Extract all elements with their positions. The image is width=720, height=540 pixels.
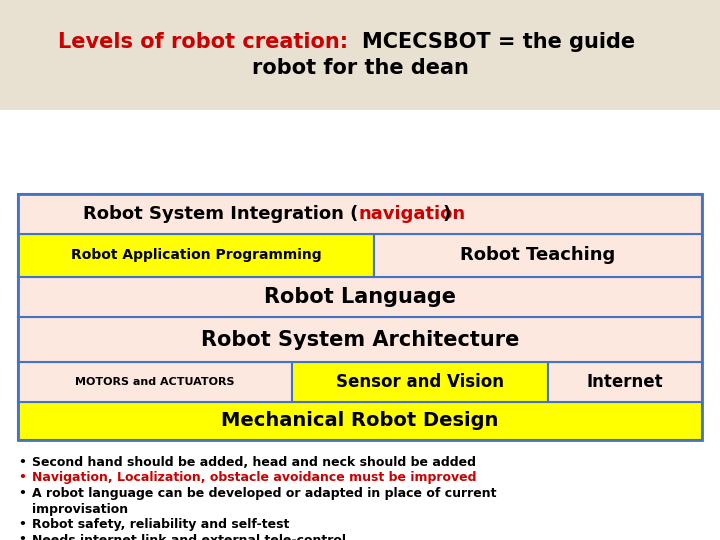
Text: Second hand should be added, head and neck should be added: Second hand should be added, head and ne… xyxy=(32,456,476,469)
FancyBboxPatch shape xyxy=(548,362,702,402)
Text: ): ) xyxy=(443,205,451,223)
Text: Robot Language: Robot Language xyxy=(264,287,456,307)
Text: navigation: navigation xyxy=(358,205,465,223)
Text: Needs internet link and external tele-control: Needs internet link and external tele-co… xyxy=(32,534,346,540)
Text: Robot System Integration (: Robot System Integration ( xyxy=(83,205,358,223)
Text: •: • xyxy=(18,534,26,540)
Text: •: • xyxy=(18,487,26,500)
Text: Robot System Architecture: Robot System Architecture xyxy=(201,329,519,349)
Text: Levels of robot creation:: Levels of robot creation: xyxy=(58,32,355,52)
FancyBboxPatch shape xyxy=(374,234,702,277)
Text: Navigation, Localization, obstacle avoidance must be improved: Navigation, Localization, obstacle avoid… xyxy=(32,471,477,484)
FancyBboxPatch shape xyxy=(18,234,374,277)
Text: •: • xyxy=(18,456,26,469)
FancyBboxPatch shape xyxy=(18,277,702,317)
FancyBboxPatch shape xyxy=(18,317,702,362)
Text: Internet: Internet xyxy=(587,373,663,391)
Text: MCECSBOT = the guide: MCECSBOT = the guide xyxy=(362,32,635,52)
Text: A robot language can be developed or adapted in place of current: A robot language can be developed or ada… xyxy=(32,487,497,500)
Text: Robot Application Programming: Robot Application Programming xyxy=(71,248,321,262)
FancyBboxPatch shape xyxy=(18,402,702,440)
Text: Sensor and Vision: Sensor and Vision xyxy=(336,373,504,391)
FancyBboxPatch shape xyxy=(18,194,702,234)
Text: Robot Teaching: Robot Teaching xyxy=(460,246,616,265)
FancyBboxPatch shape xyxy=(0,0,720,110)
FancyBboxPatch shape xyxy=(18,362,292,402)
Text: improvisation: improvisation xyxy=(32,503,128,516)
Text: Robot safety, reliability and self-test: Robot safety, reliability and self-test xyxy=(32,518,289,531)
Text: •: • xyxy=(18,518,26,531)
Text: MOTORS and ACTUATORS: MOTORS and ACTUATORS xyxy=(75,377,235,387)
Text: Mechanical Robot Design: Mechanical Robot Design xyxy=(221,411,499,430)
Text: •: • xyxy=(18,471,26,484)
Text: robot for the dean: robot for the dean xyxy=(251,58,469,78)
FancyBboxPatch shape xyxy=(292,362,548,402)
